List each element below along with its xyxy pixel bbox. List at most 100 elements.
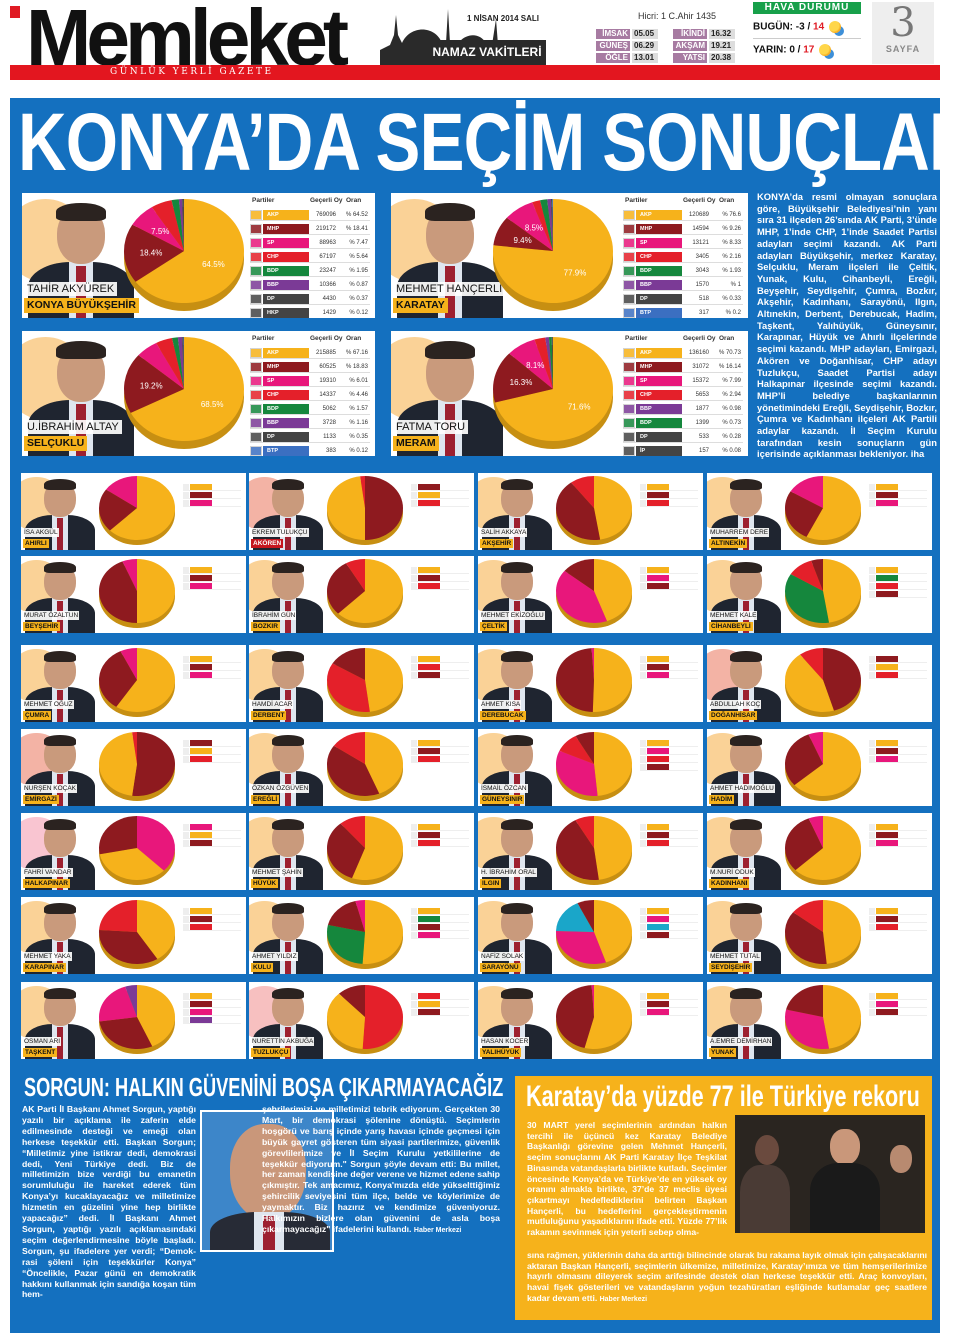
candidate-hair: [271, 903, 305, 914]
vote-percent: % 0.33: [722, 296, 741, 302]
district-panel: MURAT ÖZALTUN BEYŞEHİR: [21, 556, 246, 633]
district-panel: SALİH AKKAYA AKŞEHİR: [478, 473, 703, 550]
district-panel: MEHMET TUTAL SEYDİŞEHİR: [707, 897, 932, 974]
pie-slice-bbp: [547, 199, 553, 251]
article-body-col2: şehrilerimizi ve milletimizi tebrik ediy…: [262, 1104, 500, 1237]
party-name: BDP: [636, 266, 682, 276]
pie-slice-chp: [800, 648, 823, 680]
party-row: MHP 60525 % 18.83: [250, 361, 370, 373]
article-headline: Karatay’da yüzde 77 ile Türkiye rekoru: [526, 1080, 920, 1113]
candidate-name: HAMDİ ACAR: [251, 700, 294, 709]
candidate-hair: [43, 479, 77, 490]
party-row: [640, 840, 698, 847]
party-bar: [418, 484, 440, 490]
weather-tomorrow: YARIN: 0 / 17: [753, 44, 832, 56]
party-logo-icon: [411, 756, 417, 762]
page-headline: KONYA’DA SEÇİM SONUÇLARI: [18, 97, 953, 188]
pie-label: 16.3%: [510, 378, 533, 387]
party-row: BTP 317 % 0.2: [623, 307, 743, 318]
vote-percent: % 18.41: [345, 226, 368, 232]
party-logo-icon: [640, 484, 646, 490]
party-logo-icon: [869, 656, 875, 662]
pie-slice-akp: [823, 559, 861, 623]
party-logo-icon: [623, 238, 635, 248]
col-header-votes: Geçerli Oy: [683, 335, 716, 342]
party-logo-icon: [411, 916, 417, 922]
party-logo-icon: [411, 824, 417, 830]
party-row: BBP 1877 % 0.98: [623, 403, 743, 415]
party-logo-icon: [869, 664, 875, 670]
party-logo-icon: [411, 1009, 417, 1015]
party-logo-icon: [183, 993, 189, 999]
candidate-hair: [500, 651, 534, 662]
district-name: KULU: [251, 963, 274, 972]
pie-slice-akp: [794, 732, 861, 796]
party-bar: [647, 672, 669, 678]
pie-slice-mhp: [124, 355, 184, 413]
district-name: HADİM: [709, 795, 735, 804]
party-logo-icon: [640, 1001, 646, 1007]
party-bar: [190, 656, 212, 662]
party-bar: [876, 664, 898, 670]
pie-slice-sp: [556, 750, 598, 796]
candidate-hair: [43, 562, 77, 573]
party-logo-icon: [640, 764, 646, 770]
pie-label: 8.1%: [526, 361, 544, 370]
district-name: ILGIN: [480, 879, 502, 888]
party-row: CHP 67197 % 5.64: [250, 251, 370, 263]
party-logo-icon: [640, 840, 646, 846]
prayer-label: YATSI: [673, 53, 707, 63]
party-row: [640, 832, 698, 839]
party-row: [183, 824, 241, 831]
party-row: [869, 672, 927, 679]
issue-date: 1 NİSAN 2014 SALI: [467, 14, 540, 23]
candidate-hair: [729, 735, 763, 746]
results-table: [869, 815, 929, 887]
pie-chart: [327, 985, 403, 1054]
party-logo-icon: [869, 583, 875, 589]
party-name: MHP: [263, 362, 309, 372]
pie-label: 8.5%: [525, 224, 543, 233]
party-row: [869, 824, 927, 831]
results-table: [869, 984, 929, 1056]
pie-slice-bdp: [171, 199, 184, 251]
party-row: BDP 5062 % 1.57: [250, 403, 370, 415]
party-logo-icon: [623, 210, 635, 220]
party-row: CHP 3405 % 2.16: [623, 251, 743, 263]
party-name: SP: [263, 376, 309, 386]
party-logo-icon: [869, 672, 875, 678]
pie-slice-sp: [556, 570, 607, 623]
party-row: [183, 840, 241, 847]
district-panel: ÖZKAN ÖZGÜVEN EREĞLİ: [249, 729, 474, 806]
pie-slice-mhp: [327, 901, 365, 932]
pie-slice-akp: [137, 985, 175, 1047]
candidate-name: MURAT ÖZALTUN: [23, 611, 80, 620]
vote-count: 219172: [315, 226, 336, 232]
party-logo-icon: [623, 348, 635, 358]
party-row: [869, 993, 927, 1000]
pie-slice-sp: [808, 816, 823, 848]
vote-percent: % 7.99: [722, 378, 741, 384]
party-logo-icon: [640, 993, 646, 999]
party-row: [640, 672, 698, 679]
col-header-party: Partiler: [625, 197, 648, 204]
pie-slice-mhp: [564, 559, 594, 591]
party-bar: [190, 916, 212, 922]
pie-chart: [785, 648, 861, 717]
vote-percent: % 2.94: [722, 392, 741, 398]
party-logo-icon: [411, 575, 417, 581]
party-logo-icon: [250, 210, 262, 220]
party-row: BDP 23247 % 1.95: [250, 265, 370, 277]
pie-slice-akp: [362, 900, 404, 964]
candidate-photo: [21, 729, 99, 806]
pie-chart: 68.5% 19.2%: [124, 337, 244, 449]
results-table: [411, 731, 471, 803]
district-panel: MUHARREM DERE ALTINEKİN: [707, 473, 932, 550]
party-bar: [190, 484, 212, 490]
party-logo-icon: [183, 583, 189, 589]
vote-percent: % 0.08: [722, 448, 741, 454]
party-bar: [418, 993, 440, 999]
pie-slice-chp: [559, 736, 594, 764]
party-bar: [418, 824, 440, 830]
party-row: [411, 672, 469, 679]
